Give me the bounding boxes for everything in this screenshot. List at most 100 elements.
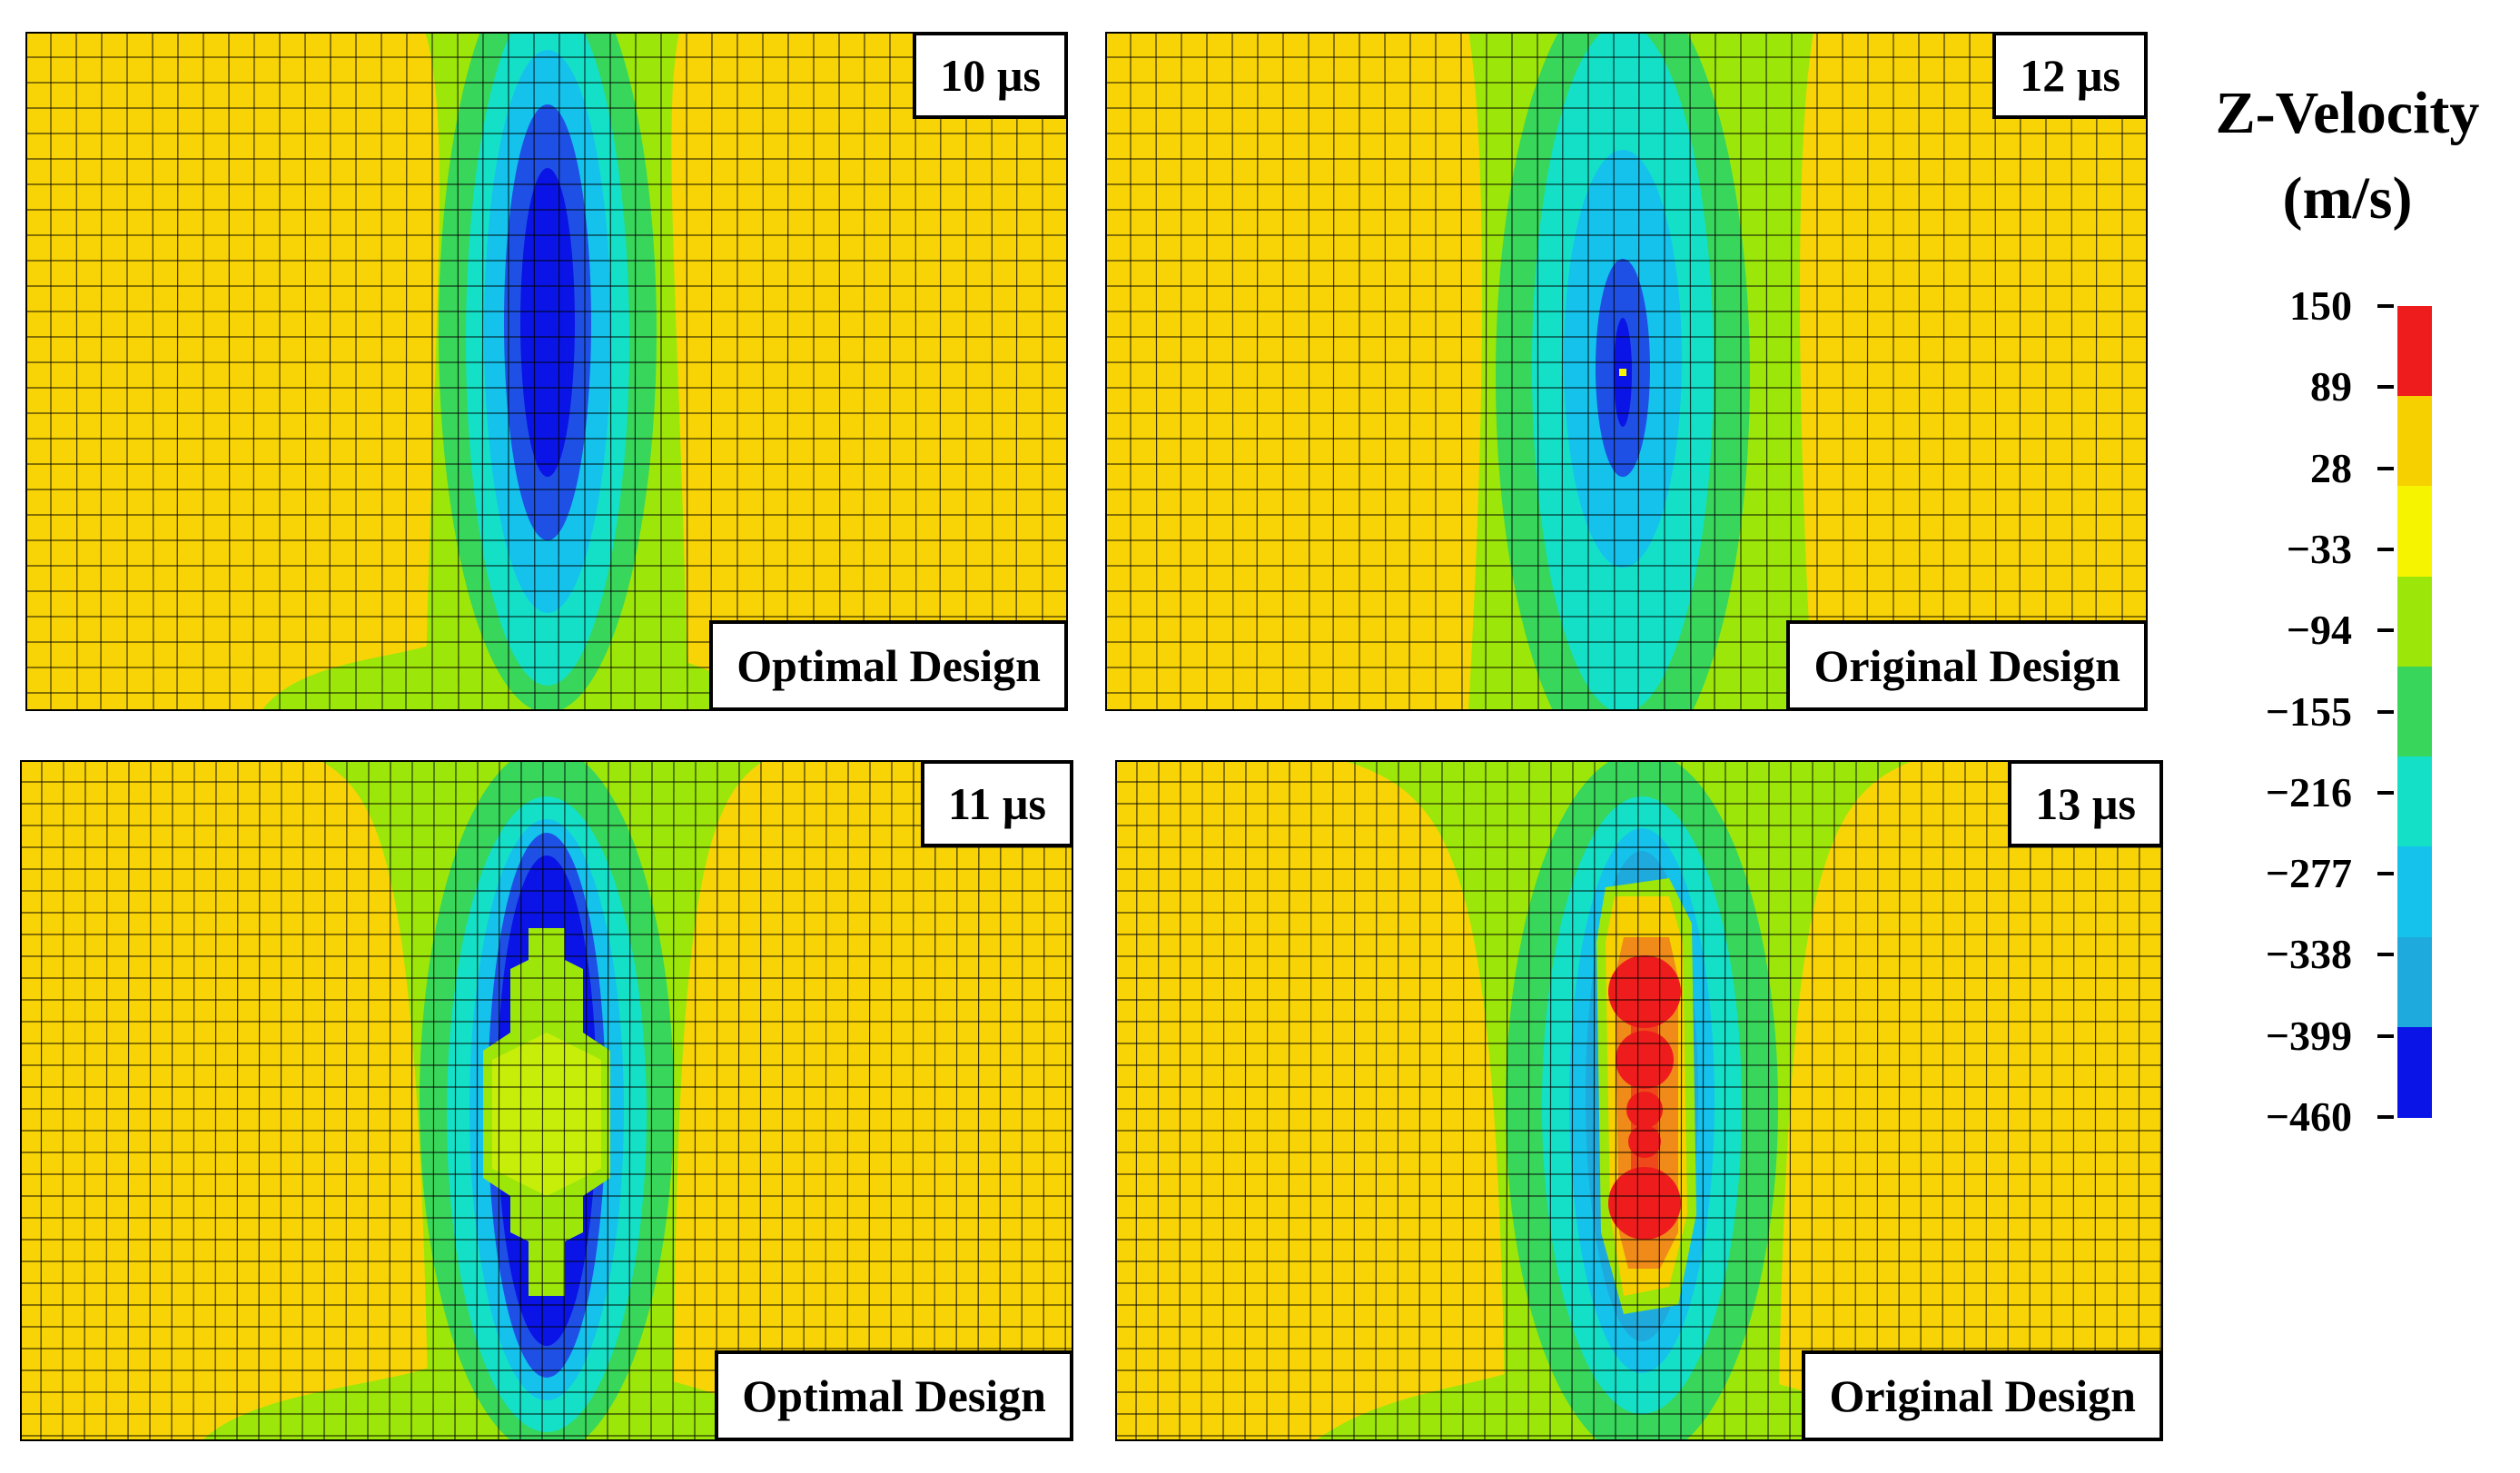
mesh-line: [252, 32, 255, 711]
mesh-line: [1332, 32, 1335, 711]
legend-tick-mark: [2377, 628, 2394, 633]
mesh-line: [2070, 32, 2073, 711]
mesh-line: [672, 760, 675, 1441]
mesh-line: [1288, 760, 1290, 1441]
mesh-line: [1680, 760, 1683, 1441]
colorbar-segment: [2397, 846, 2432, 938]
mesh-line: [1064, 760, 1067, 1441]
mesh-line: [2051, 760, 2053, 1441]
legend-tick-mark: [2377, 466, 2394, 470]
mesh-line: [476, 760, 479, 1441]
time-label: 11 µs: [920, 760, 1073, 847]
mesh-line: [1179, 760, 1181, 1441]
mesh-line: [2072, 760, 2075, 1441]
mesh-line: [2094, 760, 2097, 1441]
velocity-contour-plot: [1105, 32, 2148, 711]
mesh-grid: [1115, 760, 2163, 1441]
colorbar-segment: [2397, 306, 2432, 398]
mesh-line: [1244, 760, 1247, 1441]
mesh-line: [301, 760, 304, 1441]
mesh-line: [1460, 32, 1463, 711]
mesh-line: [716, 760, 718, 1441]
colorbar-segment: [2397, 756, 2432, 848]
legend-tick-mark: [2377, 385, 2394, 390]
mesh-line: [176, 32, 179, 711]
mesh-line: [1266, 760, 1269, 1441]
mesh-line: [1021, 760, 1023, 1441]
mesh-line: [1561, 32, 1564, 711]
mesh-line: [1571, 760, 1574, 1441]
mesh-line: [1384, 32, 1387, 711]
mesh-line: [1985, 760, 1988, 1441]
mesh-line: [1790, 32, 1793, 711]
mesh-line: [1876, 760, 1879, 1441]
time-label: 10 µs: [913, 32, 1068, 119]
design-label: Optimal Design: [715, 1350, 1073, 1441]
mesh-line: [105, 760, 108, 1441]
mesh-line: [1201, 760, 1203, 1441]
mesh-line: [149, 760, 152, 1441]
mesh-line: [214, 760, 217, 1441]
legend-tick-label: −94: [2286, 607, 2352, 654]
mesh-line: [868, 760, 871, 1441]
colorbar-segment: [2397, 1026, 2432, 1118]
mesh-line: [1689, 32, 1692, 711]
legend-tick-label: 150: [2289, 282, 2352, 329]
mesh-line: [380, 32, 383, 711]
mesh-line: [62, 760, 64, 1441]
panel-border: [20, 760, 1073, 1441]
mesh-line: [863, 32, 865, 711]
mesh-line: [1256, 32, 1259, 711]
mesh-line: [1157, 760, 1160, 1441]
legend-tick-mark: [2377, 547, 2394, 551]
mesh-line: [762, 32, 765, 711]
legend-title: Z-Velocity (m/s): [2184, 71, 2511, 242]
mesh-line: [228, 32, 231, 711]
velocity-contour-plot: [20, 760, 1073, 1441]
mesh-line: [1527, 760, 1530, 1441]
mesh-line: [694, 760, 697, 1441]
time-label: 12 µs: [1992, 32, 2148, 119]
mesh-line: [304, 32, 307, 711]
mesh-line: [1549, 760, 1552, 1441]
mesh-line: [991, 32, 993, 711]
colorbar-segment: [2397, 576, 2432, 667]
velocity-contour-plot: [1115, 760, 2163, 1441]
mesh-line: [1963, 760, 1966, 1441]
mesh-line: [454, 760, 457, 1441]
mesh-line: [1658, 760, 1661, 1441]
mesh-line: [1408, 32, 1411, 711]
mesh-line: [329, 32, 331, 711]
legend-tick-mark: [2377, 1033, 2394, 1038]
mesh-line: [345, 760, 348, 1441]
mesh-line: [781, 760, 784, 1441]
mesh-line: [405, 32, 408, 711]
mesh-line: [410, 760, 413, 1441]
mesh-line: [1015, 32, 1018, 711]
mesh-line: [563, 760, 566, 1441]
mesh-line: [999, 760, 1002, 1441]
contour-panel-optimal-10us: 10 µs Optimal Design: [25, 32, 1068, 711]
mesh-line: [914, 32, 917, 711]
legend-tick-label: −338: [2265, 931, 2352, 978]
mesh-line: [1418, 760, 1421, 1441]
mesh-line: [934, 760, 936, 1441]
time-label: 13 µs: [2008, 760, 2163, 847]
mesh-line: [1222, 760, 1225, 1441]
mesh-line: [1789, 760, 1792, 1441]
colorbar-segment: [2397, 936, 2432, 1028]
mesh-line: [786, 32, 789, 711]
contour-panel-original-13us: 13 µs Original Design: [1115, 760, 2163, 1441]
mesh-line: [1942, 32, 1945, 711]
mesh-line: [1331, 760, 1334, 1441]
legend-tick-mark: [2377, 304, 2394, 308]
mesh-line: [1537, 32, 1539, 711]
mesh-line: [280, 760, 282, 1441]
mesh-line: [1765, 32, 1768, 711]
mesh-line: [258, 760, 261, 1441]
mesh-line: [1745, 760, 1748, 1441]
mesh-line: [2116, 760, 2119, 1441]
design-label: Original Design: [1802, 1350, 2163, 1441]
mesh-line: [1833, 760, 1835, 1441]
mesh-line: [609, 32, 612, 711]
